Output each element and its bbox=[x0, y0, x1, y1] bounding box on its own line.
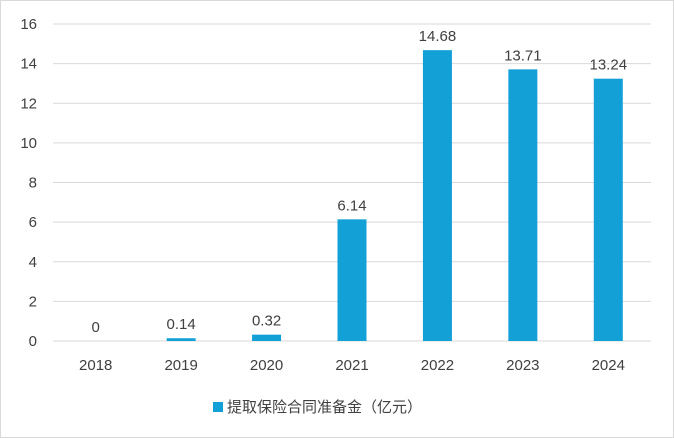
x-tick-label: 2023 bbox=[506, 357, 539, 374]
bar-2019[interactable] bbox=[166, 338, 196, 341]
data-label: 13.71 bbox=[504, 47, 542, 64]
data-label: 6.14 bbox=[337, 197, 366, 214]
x-tick-label: 2019 bbox=[164, 357, 197, 374]
bars bbox=[166, 50, 623, 342]
x-tick-label: 2018 bbox=[79, 357, 112, 374]
bar-2021[interactable] bbox=[337, 219, 367, 341]
legend[interactable]: 提取保险合同准备金（亿元） bbox=[213, 399, 422, 416]
gridlines bbox=[53, 23, 651, 342]
y-axis-ticks: 0 2 4 6 8 10 12 14 16 bbox=[20, 16, 37, 350]
y-tick-label: 2 bbox=[29, 293, 37, 310]
data-label: 0.14 bbox=[167, 316, 196, 333]
legend-label: 提取保险合同准备金（亿元） bbox=[227, 399, 422, 416]
x-tick-label: 2021 bbox=[335, 357, 368, 374]
bar-2022[interactable] bbox=[422, 50, 452, 342]
y-tick-label: 12 bbox=[20, 95, 37, 112]
bar-2020[interactable] bbox=[252, 334, 282, 341]
x-tick-label: 2020 bbox=[250, 357, 283, 374]
x-tick-label: 2022 bbox=[421, 357, 454, 374]
y-tick-label: 4 bbox=[29, 254, 37, 271]
y-tick-label: 10 bbox=[20, 135, 37, 152]
bar-2023[interactable] bbox=[508, 69, 538, 341]
data-label: 0 bbox=[92, 319, 100, 336]
data-label: 14.68 bbox=[419, 28, 457, 45]
y-tick-label: 16 bbox=[20, 16, 37, 33]
y-tick-label: 6 bbox=[29, 214, 37, 231]
bar-2024[interactable] bbox=[593, 78, 623, 342]
data-label: 0.32 bbox=[252, 313, 281, 330]
x-axis-ticks: 2018 2019 2020 2021 2022 2023 2024 bbox=[79, 357, 625, 374]
x-tick-label: 2024 bbox=[592, 357, 625, 374]
y-tick-label: 8 bbox=[29, 175, 37, 192]
data-label: 13.24 bbox=[590, 57, 628, 74]
y-tick-label: 0 bbox=[29, 333, 37, 350]
data-labels: 0 0.14 0.32 6.14 14.68 13.71 13.24 bbox=[92, 28, 628, 336]
legend-swatch bbox=[213, 402, 223, 412]
y-tick-label: 14 bbox=[20, 56, 37, 73]
